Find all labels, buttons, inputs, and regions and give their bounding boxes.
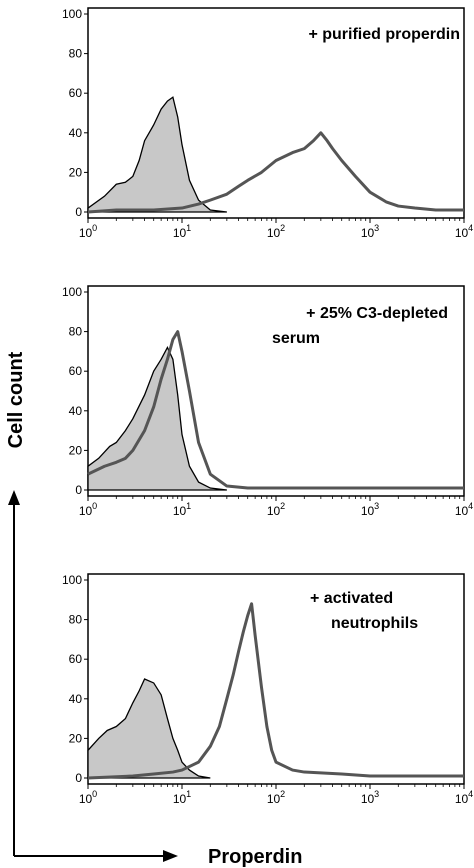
x-tick-label: 101 [173,223,191,240]
y-axis-arrow [8,490,20,856]
y-tick-label: 60 [69,86,83,100]
y-tick-label: 40 [69,126,83,140]
histogram-marks [87,330,464,491]
y-axis-ticks: 0 20 40 60 80 100 [62,573,88,785]
y-axis-title: Cell count [5,351,27,448]
control-histogram-area [87,96,227,213]
x-tick-label: 104 [455,501,473,518]
x-tick-label: 101 [173,789,191,806]
y-tick-label: 20 [69,165,83,179]
y-axis-ticks: 0 20 40 60 80 100 [62,285,88,497]
y-tick-label: 60 [69,652,83,666]
x-tick-label: 101 [173,501,191,518]
panel-activated-neutrophils: 0 20 40 60 80 100 100 101 102 103 104 + activated… [62,573,473,806]
panel-c3-depleted-serum: 0 20 40 60 80 100 100 101 102 103 104 + 25% C3-de… [62,285,473,518]
x-axis-arrow [14,850,178,862]
y-tick-label: 40 [69,404,83,418]
y-tick-label: 100 [62,573,82,587]
histogram-marks [87,96,464,214]
x-tick-label: 102 [267,501,285,518]
histogram-marks [87,602,464,780]
annotation-line-2: serum [272,330,320,347]
y-tick-label: 100 [62,285,82,299]
x-axis-ticks: 100 101 102 103 104 [79,784,473,806]
x-axis-ticks: 100 101 102 103 104 [79,496,473,518]
annotation-line-1: + purified properdin [308,26,460,43]
y-tick-label: 20 [69,443,83,457]
y-tick-label: 100 [62,7,82,21]
x-tick-label: 104 [455,789,473,806]
y-tick-label: 0 [75,205,82,219]
annotation-line-2: neutrophils [331,615,418,632]
x-tick-label: 102 [267,223,285,240]
x-tick-label: 103 [361,501,379,518]
x-tick-label: 100 [79,223,97,240]
control-histogram-area [87,678,211,779]
y-tick-label: 60 [69,364,83,378]
properdin-histogram-line [87,330,464,490]
x-tick-label: 100 [79,789,97,806]
y-tick-label: 80 [69,325,83,339]
x-tick-label: 100 [79,501,97,518]
x-tick-label: 102 [267,789,285,806]
annotation-line-1: + activated [310,590,393,607]
y-tick-label: 20 [69,731,83,745]
y-tick-label: 80 [69,613,83,627]
x-tick-label: 103 [361,789,379,806]
y-axis-ticks: 0 20 40 60 80 100 [62,7,88,219]
control-histogram-area [87,345,227,491]
y-tick-label: 0 [75,771,82,785]
annotation-line-1: + 25% C3-depleted [306,305,448,322]
x-tick-label: 104 [455,223,473,240]
panel-purified-properdin: 0 20 40 60 80 100 100 101 102 103 104 + purified … [62,7,473,240]
properdin-histogram-line [87,131,464,214]
x-axis-ticks: 100 101 102 103 104 [79,218,473,240]
y-tick-label: 80 [69,47,83,61]
properdin-histogram-line [87,602,464,780]
y-tick-label: 40 [69,692,83,706]
x-tick-label: 103 [361,223,379,240]
y-tick-label: 0 [75,483,82,497]
x-axis-title: Properdin [208,846,302,868]
